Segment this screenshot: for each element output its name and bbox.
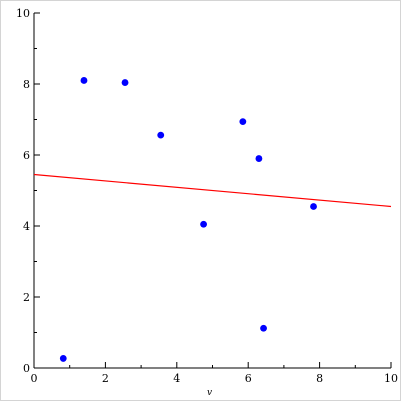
y-tick-label: 10 <box>16 7 30 20</box>
y-tick-label: 8 <box>23 78 30 91</box>
x-tick-label: 6 <box>245 372 252 385</box>
data-point <box>239 118 247 126</box>
regression-line <box>33 173 392 208</box>
data-point <box>260 324 267 332</box>
y-tick-label: 4 <box>23 220 30 233</box>
data-point <box>157 131 165 139</box>
data-points <box>59 77 317 362</box>
data-point <box>310 203 317 210</box>
x-tick-label: 8 <box>316 372 323 385</box>
x-tick-label: 10 <box>384 372 398 385</box>
x-tick-label: 0 <box>31 372 38 385</box>
axis-ticks <box>33 12 392 369</box>
tick-labels: 0 2 4 6 8 10 0 2 4 6 8 10 <box>16 7 398 385</box>
y-tick-label: 0 <box>23 362 30 375</box>
data-point <box>200 220 207 228</box>
data-point <box>121 79 129 86</box>
data-point <box>59 355 67 362</box>
data-point <box>255 155 263 162</box>
x-axis-label: v <box>207 388 212 398</box>
data-point <box>80 77 88 84</box>
x-tick-label: 2 <box>102 372 109 385</box>
fit-lines <box>33 173 392 208</box>
y-tick-label: 2 <box>23 291 30 304</box>
x-tick-label: 4 <box>173 372 180 385</box>
y-tick-label: 6 <box>23 149 30 162</box>
